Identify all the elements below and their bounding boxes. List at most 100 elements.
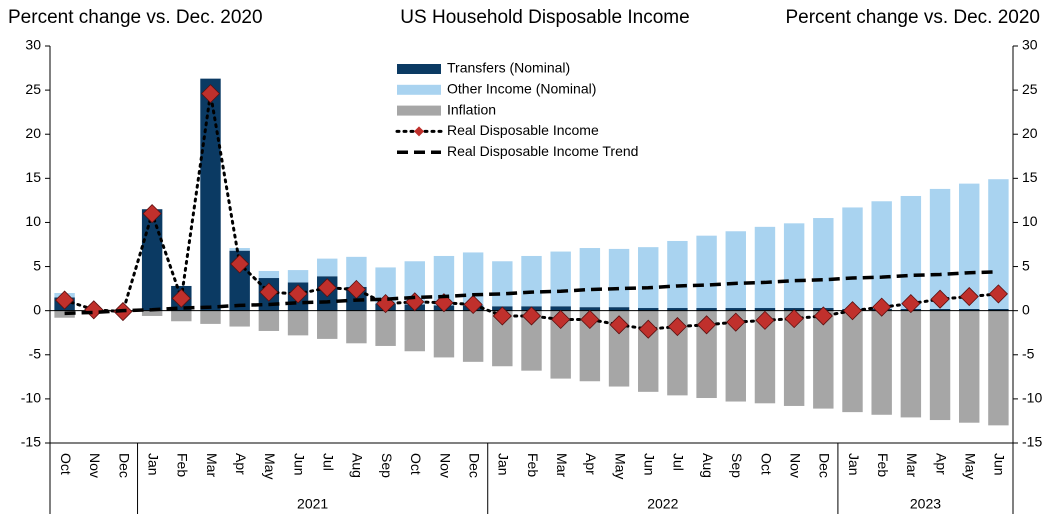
y2-tick-label: 25 (1022, 81, 1038, 97)
bar (667, 308, 688, 311)
y2-axis-title: Percent change vs. Dec. 2020 (785, 7, 1040, 28)
point-marker (988, 284, 1008, 304)
point-marker (84, 300, 104, 320)
point-marker (697, 315, 717, 335)
bar (959, 308, 980, 311)
bar (900, 195, 922, 309)
bar (229, 248, 250, 251)
bar (725, 308, 746, 311)
bar (462, 252, 484, 306)
point-marker (930, 289, 950, 309)
y-tick-label: 15 (25, 169, 41, 185)
bar (900, 310, 922, 418)
x-tick-label: Jul (321, 453, 337, 471)
legend-label: Real Disposable Income Trend (447, 143, 638, 159)
bar (959, 310, 980, 423)
bar (754, 226, 776, 309)
x-tick-label: Mar (904, 453, 920, 477)
bar (608, 310, 630, 387)
point-marker (638, 319, 658, 339)
bar (579, 307, 601, 311)
point-marker (872, 297, 892, 317)
point-marker (959, 286, 979, 307)
bar (929, 308, 951, 311)
year-label: 2022 (647, 496, 678, 512)
x-tick-label: Sep (379, 453, 395, 478)
point-marker (521, 306, 542, 326)
bar (346, 256, 367, 287)
bar (959, 183, 980, 309)
point-marker (463, 294, 483, 315)
y2-tick-label: 0 (1022, 301, 1030, 317)
bar (229, 310, 250, 327)
bar (842, 207, 863, 309)
x-tick-label: Dec (466, 453, 482, 478)
bar (579, 248, 601, 308)
bar (783, 310, 805, 406)
bar (521, 255, 542, 307)
y2-tick-label: 15 (1022, 169, 1038, 185)
bar (404, 310, 425, 352)
x-tick-label: Nov (87, 453, 103, 478)
bar (988, 308, 1009, 311)
bar (725, 231, 746, 309)
bar (638, 247, 659, 309)
bar (141, 209, 163, 311)
series-line (64, 270, 999, 316)
bar (433, 310, 455, 358)
y2-tick-label: 5 (1022, 257, 1030, 273)
x-tick-label: Nov (437, 453, 453, 478)
y-tick-label: 20 (25, 125, 41, 141)
x-tick-label: May (612, 453, 628, 479)
bar (375, 267, 396, 304)
point-marker (551, 309, 571, 330)
bar (608, 248, 630, 308)
year-label: 2023 (910, 496, 941, 512)
x-tick-label: Jan (145, 453, 161, 476)
x-tick-label: Jul (671, 453, 687, 471)
legend-label: Real Disposable Income (447, 122, 599, 138)
bar (988, 310, 1009, 426)
bar (171, 310, 192, 322)
point-marker (492, 306, 512, 326)
bar (433, 255, 455, 306)
legend-marker (414, 126, 424, 137)
bar (317, 258, 338, 277)
bar (638, 308, 659, 311)
x-tick-label: Dec (817, 453, 833, 478)
bar (287, 310, 309, 336)
legend-label: Other Income (Nominal) (447, 81, 596, 97)
y2-tick-label: -10 (1022, 390, 1042, 406)
bar (608, 307, 630, 311)
bar (550, 310, 571, 379)
legend-swatch (397, 105, 441, 116)
bar (550, 251, 571, 307)
legend-swatch (397, 64, 441, 74)
y2-tick-label: 20 (1022, 125, 1038, 141)
x-tick-label: May (963, 453, 979, 479)
y-tick-label: 25 (25, 81, 41, 97)
legend-label: Inflation (447, 101, 496, 117)
y-tick-label: 30 (25, 37, 41, 53)
bar (579, 310, 601, 382)
point-marker (259, 282, 279, 302)
y-axis-title: Percent change vs. Dec. 2020 (8, 7, 263, 28)
bar (141, 310, 163, 316)
bar (929, 310, 951, 421)
x-tick-label: Aug (350, 453, 366, 478)
point-marker (667, 316, 687, 337)
bar (813, 310, 834, 409)
x-tick-label: Feb (525, 453, 541, 477)
point-marker (55, 290, 75, 310)
point-marker (142, 204, 162, 224)
bar (842, 310, 863, 413)
bar (317, 310, 338, 339)
x-tick-label: Jun (642, 453, 658, 476)
x-tick-label: Sep (729, 453, 745, 478)
y2-tick-label: 30 (1022, 37, 1038, 53)
bar (258, 310, 280, 331)
bar (462, 310, 484, 362)
legend-label: Transfers (Nominal) (447, 60, 570, 76)
y2-tick-label: 10 (1022, 213, 1038, 229)
x-tick-label: Feb (875, 453, 891, 477)
